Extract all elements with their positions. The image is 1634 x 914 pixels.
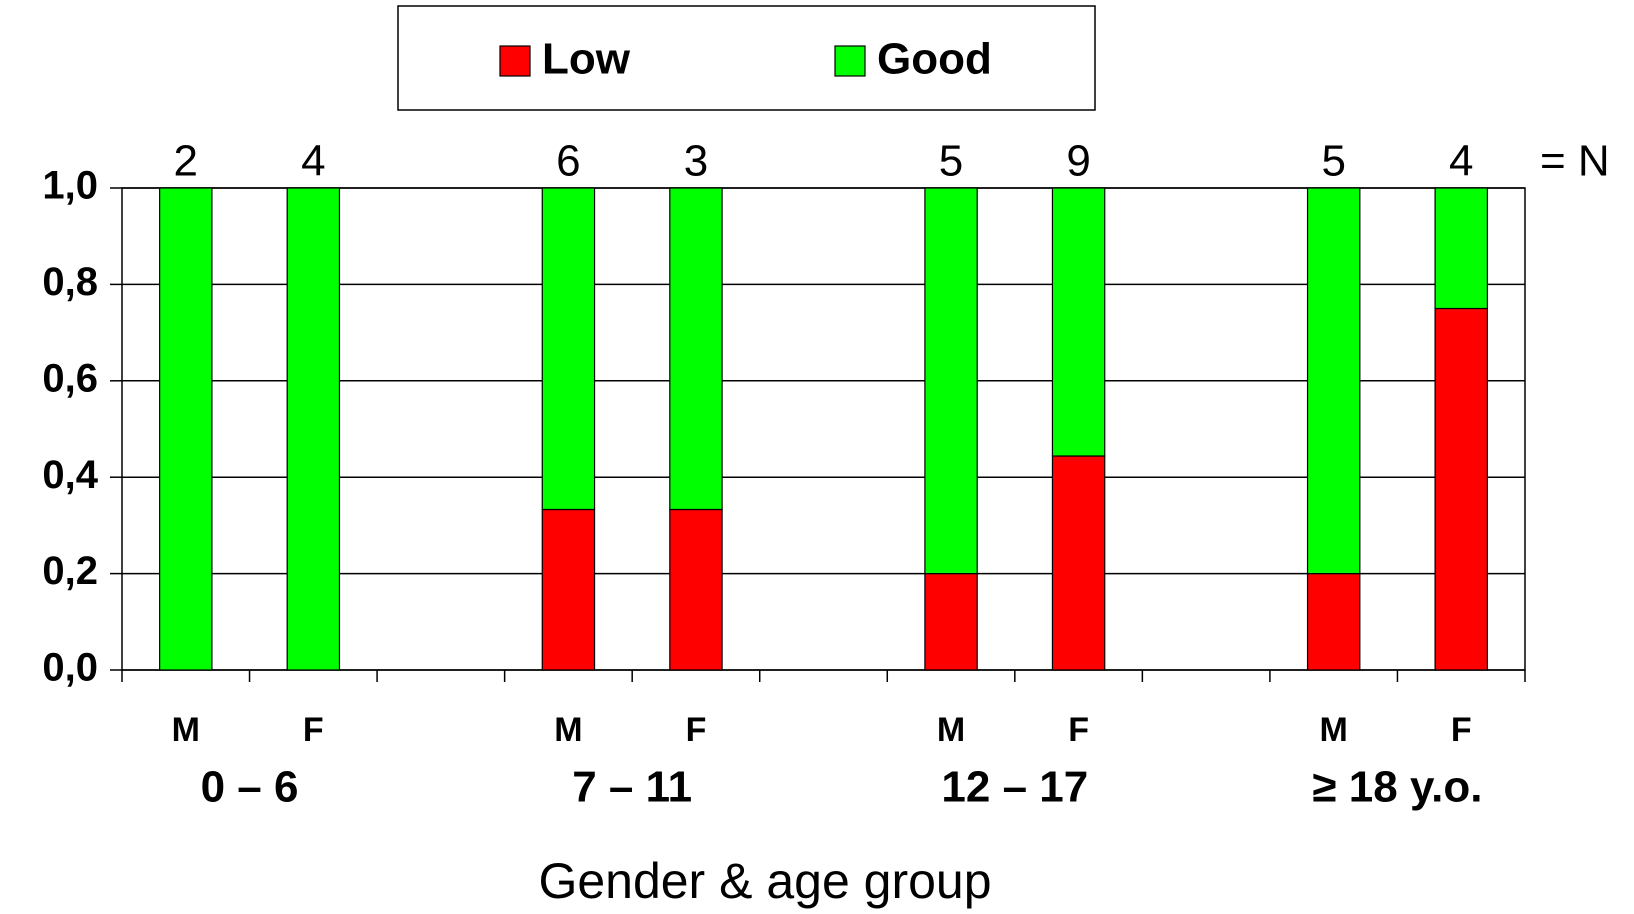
bar-segment [1051, 187, 1106, 457]
bar-segment [924, 187, 978, 575]
n-label: 4 [1449, 137, 1473, 186]
legend-label: Good [877, 35, 992, 84]
n-label: 3 [684, 137, 708, 186]
bar-segment [286, 187, 341, 671]
group-label: 0 – 6 [201, 763, 299, 812]
x-axis-title: Gender & age group [538, 853, 991, 909]
x-tick-label: M [172, 711, 200, 749]
x-tick-label: M [554, 711, 582, 749]
n-label: 5 [939, 137, 963, 186]
x-tick-label: M [937, 711, 965, 749]
y-tick-label: 0,6 [42, 356, 98, 400]
x-tick-label: M [1320, 711, 1348, 749]
legend-label: Low [542, 35, 631, 84]
bar-segment [1306, 187, 1361, 575]
plot-frame [121, 187, 1526, 671]
legend-swatch [834, 45, 866, 77]
n-label: 9 [1066, 137, 1090, 186]
n-label: 6 [556, 137, 580, 186]
n-label-suffix: = N [1540, 137, 1610, 186]
bar-segment [1306, 572, 1361, 671]
y-tick-label: 0,4 [42, 453, 98, 497]
bar-segment [159, 187, 213, 671]
n-label: 4 [301, 137, 325, 186]
bar-segment [924, 572, 978, 671]
bar-segment [669, 508, 723, 671]
legend-swatch [499, 45, 531, 77]
group-label: ≥ 18 y.o. [1312, 763, 1482, 812]
bar-segment [541, 187, 596, 511]
y-tick-label: 0,2 [42, 549, 98, 593]
bar-segment [1434, 187, 1488, 310]
bar-segment [1051, 455, 1106, 671]
bar-segment [1434, 307, 1488, 671]
n-label: 2 [174, 137, 198, 186]
bar-segment [669, 187, 723, 511]
x-tick-label: F [686, 711, 707, 749]
y-tick-label: 0,8 [42, 260, 98, 304]
x-tick-label: F [1068, 711, 1089, 749]
bar-segment [541, 508, 596, 671]
group-label: 12 – 17 [941, 763, 1088, 812]
y-tick-label: 0,0 [42, 646, 98, 690]
group-label: 7 – 11 [572, 763, 692, 812]
x-tick-label: F [303, 711, 324, 749]
n-label: 5 [1321, 137, 1345, 186]
y-tick-label: 1,0 [42, 164, 98, 208]
x-tick-label: F [1451, 711, 1472, 749]
